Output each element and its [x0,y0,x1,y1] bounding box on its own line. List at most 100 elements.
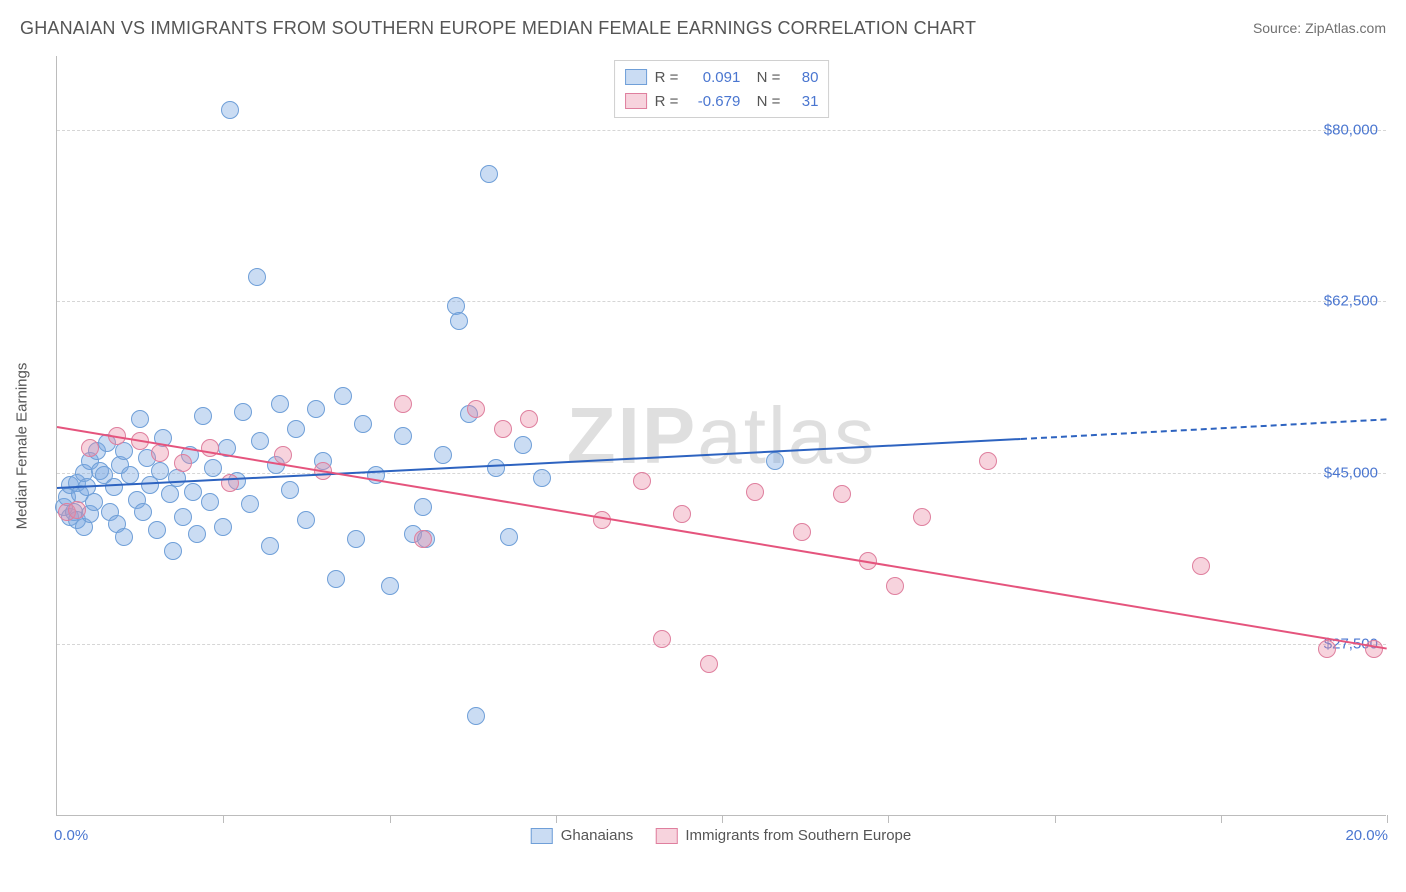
stat-n-label: N = [748,69,780,86]
data-point [281,481,299,499]
data-point [248,268,266,286]
stat-n-label: N = [748,93,780,110]
series-legend: Ghanaians Immigrants from Southern Europe [531,827,912,844]
data-point [134,503,152,521]
x-tick [1387,815,1388,823]
data-point [334,387,352,405]
trend-line [1021,419,1387,441]
data-point [354,415,372,433]
data-point [184,483,202,501]
stat-r-label: R = [655,93,679,110]
data-point [261,537,279,555]
x-tick [1221,815,1222,823]
data-point [700,655,718,673]
legend-swatch [655,828,677,844]
data-point [434,446,452,464]
gridline [57,644,1386,645]
data-point [394,395,412,413]
data-point [673,505,691,523]
data-point [131,410,149,428]
gridline [57,301,1386,302]
data-point [201,493,219,511]
x-tick [223,815,224,823]
data-point [115,528,133,546]
data-point [214,518,232,536]
y-tick-label: $62,500 [1324,293,1378,310]
data-point [241,495,259,513]
data-point [1318,640,1336,658]
data-point [307,400,325,418]
stat-n-value: 80 [788,69,818,86]
watermark: ZIPatlas [567,390,876,482]
data-point [381,577,399,595]
gridline [57,473,1386,474]
legend-label: Ghanaians [561,827,634,844]
data-point [494,420,512,438]
data-point [633,472,651,490]
data-point [746,483,764,501]
data-point [274,446,292,464]
data-point [81,439,99,457]
data-point [653,630,671,648]
gridline [57,130,1386,131]
stat-r-value: -0.679 [686,93,740,110]
data-point [487,459,505,477]
data-point [480,165,498,183]
data-point [913,508,931,526]
data-point [414,530,432,548]
data-point [297,511,315,529]
stat-r-value: 0.091 [686,69,740,86]
data-point [1365,640,1383,658]
data-point [766,452,784,470]
data-point [161,485,179,503]
data-point [68,501,86,519]
data-point [204,459,222,477]
data-point [886,577,904,595]
legend-swatch [625,69,647,85]
data-point [467,707,485,725]
data-point [174,508,192,526]
data-point [467,400,485,418]
scatter-plot: ZIPatlas R =0.091 N =80R =-0.679 N =31 $… [56,56,1386,816]
y-tick-label: $45,000 [1324,464,1378,481]
data-point [251,432,269,450]
legend-label: Immigrants from Southern Europe [685,827,911,844]
data-point [188,525,206,543]
trend-line [57,426,1387,650]
legend-swatch [531,828,553,844]
data-point [287,420,305,438]
x-tick [722,815,723,823]
data-point [514,436,532,454]
y-axis-label: Median Female Earnings [14,363,31,530]
data-point [174,454,192,472]
data-point [121,466,139,484]
data-point [151,462,169,480]
data-point [221,101,239,119]
data-point [271,395,289,413]
data-point [327,570,345,588]
data-point [1192,557,1210,575]
chart-title: GHANAIAN VS IMMIGRANTS FROM SOUTHERN EUR… [20,18,976,38]
data-point [793,523,811,541]
stat-r-label: R = [655,69,679,86]
x-tick [1055,815,1056,823]
data-point [414,498,432,516]
data-point [115,442,133,460]
data-point [105,478,123,496]
data-point [148,521,166,539]
data-point [347,530,365,548]
data-point [151,444,169,462]
data-point [164,542,182,560]
stats-row: R =-0.679 N =31 [625,89,819,113]
y-tick-label: $80,000 [1324,121,1378,138]
data-point [520,410,538,428]
data-point [221,474,239,492]
data-point [533,469,551,487]
data-point [450,312,468,330]
data-point [394,427,412,445]
x-tick [556,815,557,823]
data-point [500,528,518,546]
data-point [85,493,103,511]
legend-item: Ghanaians [531,827,634,844]
data-point [234,403,252,421]
